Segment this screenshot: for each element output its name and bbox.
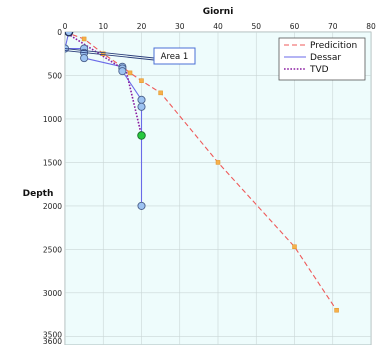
legend-label: TVD [309,65,329,75]
series-line-predicition [65,32,338,311]
annotation-callouts: Area 1 [64,47,196,65]
series-markers [65,32,339,313]
series-line-tvd [65,32,143,136]
callout-leader [64,50,155,61]
x-tick-label: 0 [63,22,68,31]
x-tick-label: 40 [213,22,223,31]
x-tick-label: 60 [290,22,300,31]
callout-leader [64,48,155,59]
prediction-point [101,51,106,56]
x-tick-label: 30 [175,22,185,31]
y-tick-label: 2000 [43,202,62,211]
prediction-point [292,244,297,250]
x-tick-label: 70 [328,22,338,31]
callout-label: Area 1 [161,52,189,62]
x-tick-label: 50 [251,22,261,31]
y-tick-label: 500 [48,71,63,80]
origin-point [65,32,74,37]
prediction-point [334,307,339,313]
y-tick-label: 1500 [43,158,62,167]
axis-ticks: 0 10 20 30 40 50 60 70 80 0 500 1000 1500 2000 2500 300… [43,22,376,345]
y-axis-title: Depth [23,189,54,199]
y-tick-label: 0 [57,28,62,37]
legend-label: Predicition [310,41,357,51]
prediction-point [127,70,133,76]
legend: Predicition Dessar TVD [278,37,366,81]
callout-box [153,47,196,65]
dessar-point [137,201,146,210]
y-tick-label: 3000 [43,289,62,298]
highlight-point [137,131,146,140]
y-tick-label: 1000 [43,115,62,124]
prediction-point [139,78,144,83]
x-tick-label: 10 [98,22,108,31]
x-axis-title: Giorni [203,7,234,17]
prediction-point [81,36,87,42]
prediction-point [158,90,163,96]
dessar-point [118,67,127,76]
x-tick-label: 20 [137,22,147,31]
dessar-point [80,54,89,63]
x-tick-label: 80 [366,22,376,31]
legend-label: Dessar [310,53,341,63]
y-tick-label: 3500 [43,330,62,339]
dessar-point [137,102,146,111]
dessar-point [137,95,146,104]
prediction-point [215,160,221,165]
y-tick-label: 3600 [43,337,62,345]
y-tick-label: 2500 [43,245,62,254]
